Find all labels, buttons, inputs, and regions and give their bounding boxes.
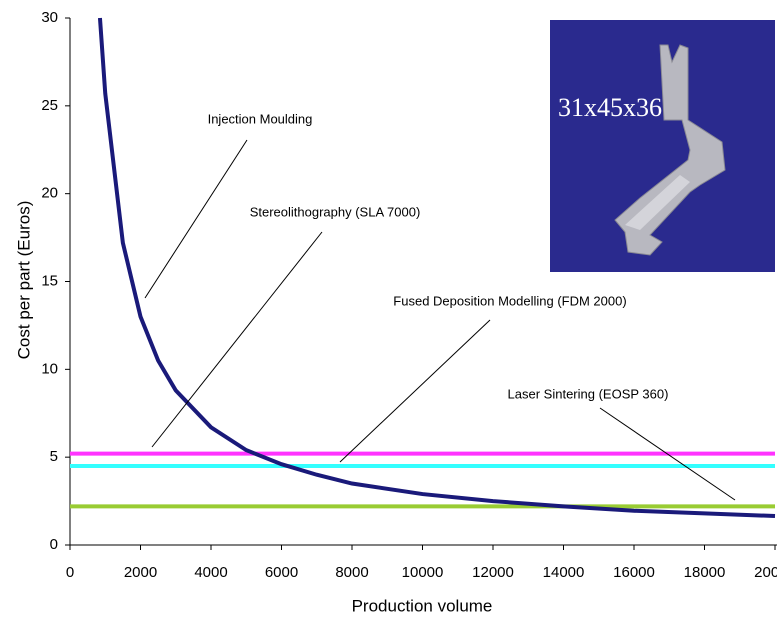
y-tick-label: 0 — [50, 536, 58, 553]
y-tick-label: 30 — [41, 9, 58, 26]
x-tick-label: 6000 — [265, 564, 298, 581]
annotation: Injection Moulding — [208, 111, 313, 126]
x-tick-label: 4000 — [194, 564, 227, 581]
inset-render: 31x45x36 — [550, 20, 775, 272]
x-tick-label: 0 — [66, 564, 74, 581]
annotation: Laser Sintering (EOSP 360) — [508, 386, 669, 401]
x-tick-label: 20000 — [754, 564, 777, 581]
chart: Cost per part (Euros) Production volume … — [0, 0, 777, 621]
x-tick-label: 14000 — [543, 564, 585, 581]
x-tick-label: 16000 — [613, 564, 655, 581]
x-tick-label: 12000 — [472, 564, 514, 581]
x-tick-label: 10000 — [402, 564, 444, 581]
annotation: Stereolithography (SLA 7000) — [250, 204, 421, 219]
annotation-leader — [340, 320, 490, 462]
inset-label: 31x45x36 — [558, 93, 662, 122]
y-tick-label: 20 — [41, 185, 58, 202]
annotation-leader — [145, 140, 247, 298]
y-tick-label: 10 — [41, 360, 58, 377]
annotation-leader — [152, 232, 322, 447]
y-tick-label: 25 — [41, 97, 58, 114]
x-tick-label: 8000 — [335, 564, 368, 581]
y-tick-label: 15 — [41, 272, 58, 289]
y-axis-title: Cost per part (Euros) — [14, 201, 33, 360]
x-tick-label: 2000 — [124, 564, 157, 581]
x-tick-label: 18000 — [684, 564, 726, 581]
x-axis-title: Production volume — [352, 596, 493, 615]
annotation: Fused Deposition Modelling (FDM 2000) — [393, 293, 626, 308]
y-tick-label: 5 — [50, 448, 58, 465]
